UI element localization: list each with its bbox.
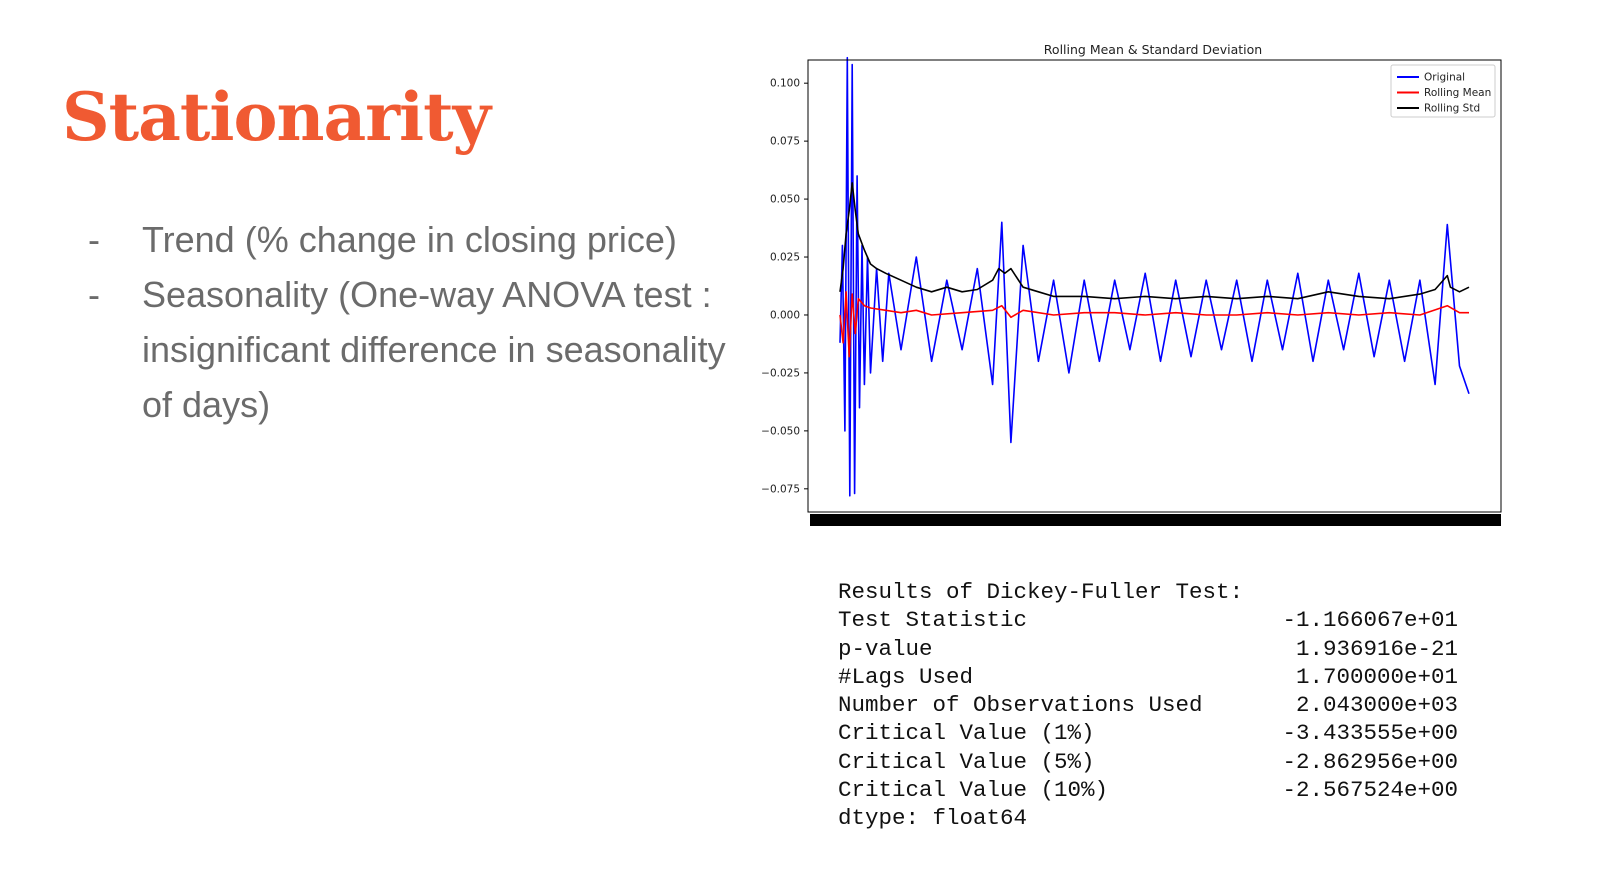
bullet-marker: - [88,274,100,315]
chart-legend: Original Rolling Mean Rolling Std [1390,64,1496,118]
adf-row: Test Statistic -1.166067e+01 [838,606,1458,634]
adf-row-label: Critical Value (10%) [838,777,1109,804]
adf-footer: dtype: float64 [838,805,1028,832]
plot-frame [807,59,1502,513]
adf-row-label: p-value [838,635,933,662]
y-tick-label: 0.050 [770,194,800,206]
adf-row-value: 2.043000e+03 [1295,692,1458,719]
y-tick-label: −0.050 [761,425,800,437]
legend-label: Original [1424,72,1465,84]
y-tick-label: −0.075 [761,483,800,495]
slide-title: Stationarity [62,78,491,156]
adf-row: p-value 1.936916e-21 [838,635,1458,663]
series-line [839,182,1470,300]
series-line [839,56,1470,497]
adf-row-label: Number of Observations Used [838,692,1203,719]
y-tick-label: 0.075 [770,136,800,148]
bullet-text: Trend (% change in closing price) [142,219,677,260]
bullet-marker: - [88,219,100,260]
adf-row-label: Test Statistic [838,607,1028,634]
adf-row: Critical Value (1%) -3.433555e+00 [838,719,1458,747]
y-tick-label: −0.025 [761,367,800,379]
adf-header: Results of Dickey-Fuller Test: [838,579,1244,605]
bullet-item: - Seasonality (One-way ANOVA test : insi… [88,267,748,432]
dickey-fuller-results: Results of Dickey-Fuller Test: Test Stat… [838,578,1458,833]
bullet-item: - Trend (% change in closing price) [88,212,748,267]
y-tick-label: 0.100 [770,78,800,90]
adf-row-value: -2.567524e+00 [1282,777,1458,804]
adf-row-label: Critical Value (1%) [838,720,1095,747]
rolling-stats-chart: Rolling Mean & Standard Deviation −0.075… [761,42,1502,526]
adf-row-value: -2.862956e+00 [1282,748,1458,775]
adf-row-value: -1.166067e+01 [1282,607,1458,634]
adf-row-value: 1.700000e+01 [1295,663,1458,690]
chart-title: Rolling Mean & Standard Deviation [1044,42,1262,57]
adf-row: #Lags Used 1.700000e+01 [838,663,1458,691]
adf-row-value: -3.433555e+00 [1282,720,1458,747]
adf-row: Number of Observations Used 2.043000e+03 [838,691,1458,719]
adf-row: Critical Value (10%) -2.567524e+00 [838,776,1458,804]
adf-row-value: 1.936916e-21 [1295,635,1458,662]
adf-row-label: Critical Value (5%) [838,748,1095,775]
adf-row-label: #Lags Used [838,663,974,690]
legend-label: Rolling Std [1424,103,1480,115]
adf-row: Critical Value (5%) -2.862956e+00 [838,748,1458,776]
y-tick-label: 0.000 [770,309,800,321]
x-tick-labels [810,514,1501,526]
bullet-text: Seasonality (One-way ANOVA test : insign… [142,274,726,425]
bullet-list: - Trend (% change in closing price) - Se… [88,212,748,432]
legend-label: Rolling Mean [1424,87,1491,99]
series-line [839,290,1469,358]
y-tick-label: 0.025 [770,252,800,264]
